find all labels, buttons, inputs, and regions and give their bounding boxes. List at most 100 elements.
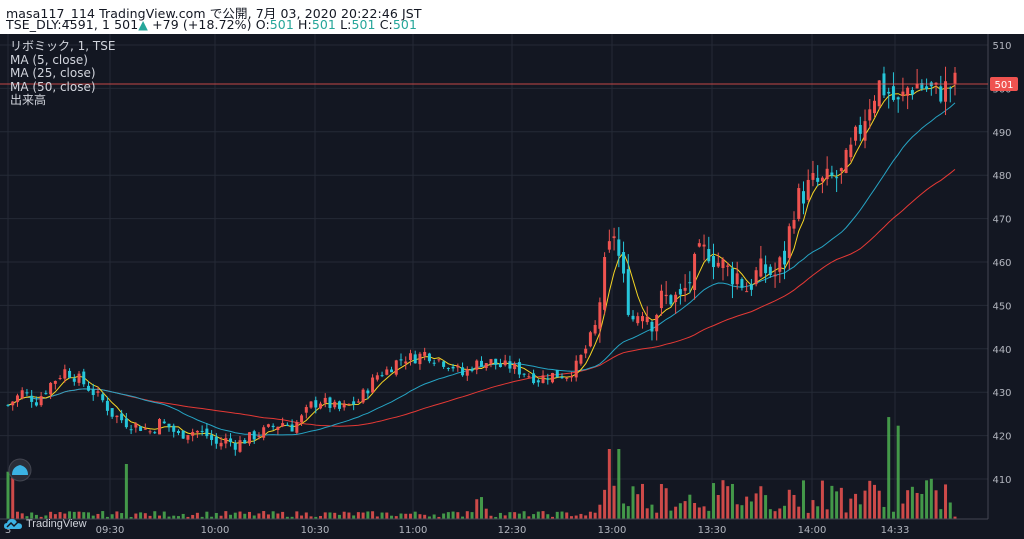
- candle-body: [636, 316, 640, 324]
- candle-body: [15, 395, 19, 403]
- volume-bar: [891, 511, 895, 519]
- candle-body: [195, 430, 199, 433]
- y-tick-label: 480: [992, 171, 1011, 182]
- candle-body: [323, 397, 327, 403]
- volume-bar: [868, 480, 872, 519]
- candle-body: [655, 314, 659, 332]
- volume-bar: [375, 516, 379, 519]
- volume-bar: [333, 512, 337, 519]
- y-tick-label: 470: [992, 215, 1011, 226]
- price-chart[interactable]: 510500490480470460450440430420410 309:30…: [0, 34, 1024, 539]
- volume-bar: [366, 511, 370, 519]
- volume-bar: [352, 515, 356, 519]
- chart-header: masa117_114 TradingView.com で公開, 7月 03, …: [0, 0, 1024, 34]
- candle-body: [693, 253, 697, 291]
- candle-body: [891, 86, 895, 100]
- y-tick-label: 450: [992, 301, 1011, 312]
- candle-body: [238, 440, 242, 452]
- candle-body: [953, 72, 957, 84]
- candle-body: [873, 100, 877, 114]
- candle-body: [863, 121, 867, 141]
- candle-body: [674, 294, 678, 303]
- x-tick-label: 10:00: [201, 525, 230, 536]
- candle-body: [276, 426, 280, 430]
- candle-body: [319, 403, 323, 409]
- publish-info: masa117_114 TradingView.com で公開, 7月 03, …: [6, 6, 422, 21]
- volume-bar: [801, 480, 805, 519]
- volume-bar: [939, 509, 943, 519]
- candle-body: [849, 144, 853, 158]
- volume-bar: [854, 493, 858, 519]
- volume-bar: [49, 511, 53, 519]
- candle-body: [105, 400, 109, 411]
- volume-bar: [569, 516, 573, 519]
- price-axis: 510500490480470460450440430420410: [987, 34, 1012, 519]
- volume-bar: [626, 506, 630, 519]
- ma25-path: [7, 102, 956, 436]
- candle-body: [740, 279, 744, 288]
- candle-body: [200, 430, 204, 432]
- volume-bar: [953, 516, 957, 519]
- last-price-badge-bg: [990, 77, 1018, 92]
- candle-body: [948, 87, 952, 89]
- candle-body: [868, 109, 872, 121]
- volume-bar: [238, 511, 242, 519]
- legend-ma25: MA (25, close): [10, 66, 96, 80]
- candle-body: [347, 403, 351, 405]
- candle-body: [546, 378, 550, 380]
- candle-body: [77, 373, 81, 383]
- candle-body: [631, 315, 635, 320]
- volume-bar: [451, 511, 455, 519]
- volume-bar: [276, 513, 280, 519]
- candle-body: [503, 360, 507, 366]
- candle-body: [233, 442, 237, 450]
- volume-bar: [314, 516, 318, 519]
- volume-bar: [740, 505, 744, 519]
- candle-body: [792, 220, 796, 229]
- volume-bar: [863, 490, 867, 519]
- volume-bar: [96, 513, 100, 519]
- volume-bar: [702, 506, 706, 519]
- candle-body: [887, 91, 891, 94]
- candle-body: [835, 177, 839, 179]
- volume-bar: [920, 493, 924, 519]
- volume-bar: [442, 513, 446, 519]
- volume-bar: [688, 494, 692, 519]
- candle-body: [598, 302, 602, 329]
- volume-bar: [139, 512, 143, 519]
- candle-body: [432, 362, 436, 364]
- volume-bar: [110, 514, 114, 519]
- time-axis: 3 09:30 10:00 10:30 11:00 12:30 13:00 13:30 14:0…: [0, 518, 988, 536]
- volume-bar: [551, 516, 555, 519]
- candle-body: [442, 361, 446, 367]
- candle-body: [82, 371, 86, 385]
- candle-body: [371, 377, 375, 393]
- volume-bar: [6, 471, 10, 519]
- y-tick-label: 490: [992, 128, 1011, 139]
- candle-body: [825, 168, 829, 180]
- candle-body: [730, 268, 734, 285]
- volume-bar: [25, 516, 29, 519]
- volume-bar: [640, 483, 644, 519]
- candle-body: [844, 149, 848, 173]
- candle-body: [181, 430, 185, 439]
- candle-body: [96, 391, 100, 393]
- candle-body: [252, 431, 256, 440]
- volume-bar: [115, 511, 119, 519]
- open-value: 501: [269, 17, 294, 32]
- candle-body: [229, 438, 233, 443]
- volume-bar: [579, 513, 583, 519]
- volume-bar: [167, 516, 171, 519]
- volume-bar: [882, 506, 886, 519]
- candle-body: [527, 376, 531, 378]
- volume-bar: [214, 512, 218, 519]
- volume-bar: [210, 516, 214, 519]
- candle-body: [707, 249, 711, 262]
- candle-body: [68, 370, 72, 378]
- tradingview-watermark[interactable]: TradingView: [4, 518, 87, 530]
- candle-body: [664, 294, 668, 297]
- volume-bar: [162, 511, 166, 519]
- candle-body: [333, 401, 337, 408]
- candle-body: [783, 250, 787, 265]
- candle-body: [588, 332, 592, 347]
